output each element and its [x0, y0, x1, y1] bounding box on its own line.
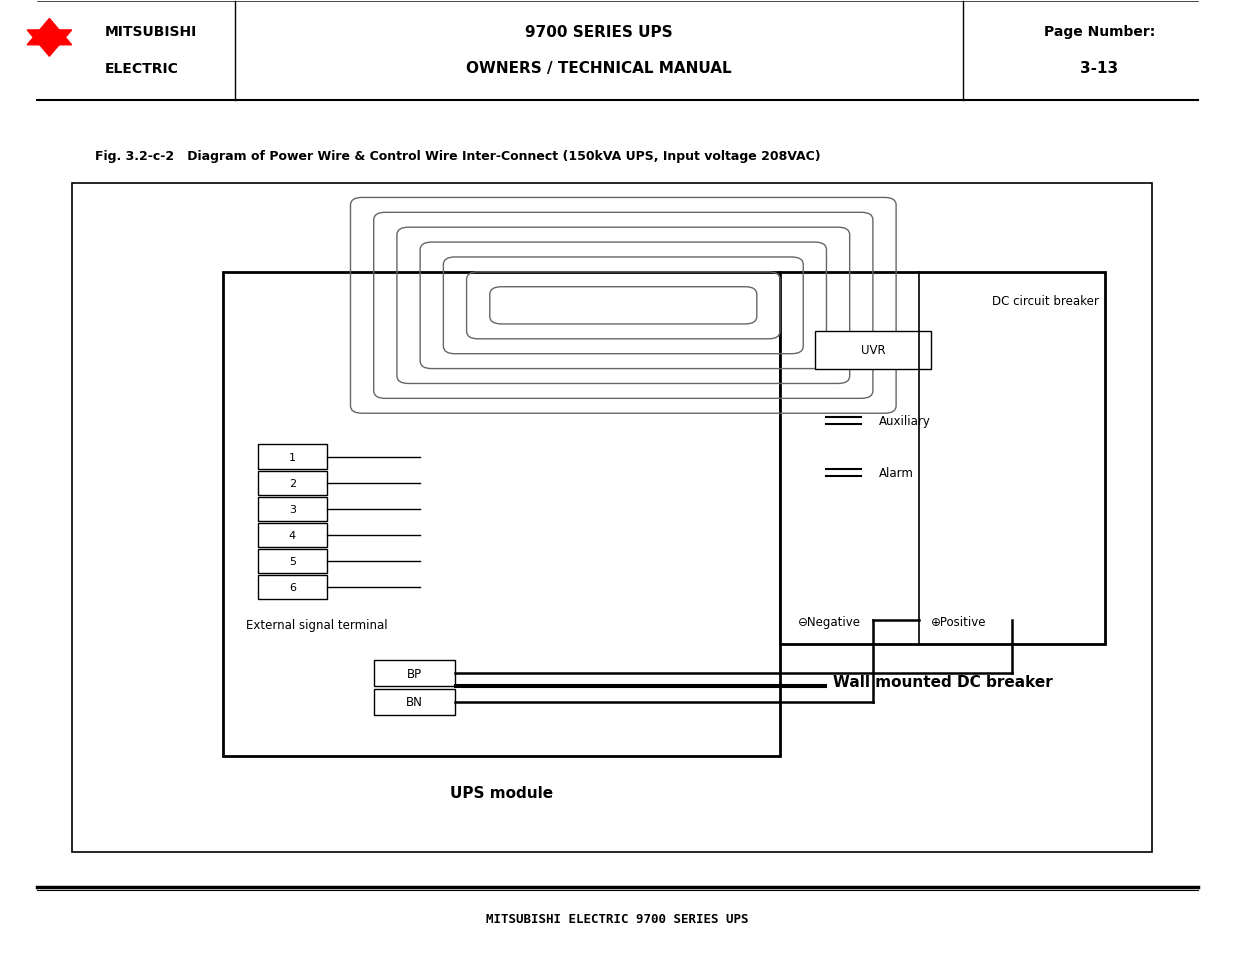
Text: Alarm: Alarm [879, 467, 914, 479]
FancyBboxPatch shape [72, 183, 1151, 852]
Text: BP: BP [406, 667, 422, 680]
Text: 3: 3 [289, 504, 296, 515]
FancyBboxPatch shape [374, 689, 454, 715]
Text: UVR: UVR [861, 344, 885, 357]
Polygon shape [27, 19, 72, 46]
FancyBboxPatch shape [258, 549, 327, 574]
Text: Fig. 3.2-c-2   Diagram of Power Wire & Control Wire Inter-Connect (150kVA UPS, I: Fig. 3.2-c-2 Diagram of Power Wire & Con… [95, 150, 821, 163]
Text: 5: 5 [289, 557, 296, 566]
FancyBboxPatch shape [258, 497, 327, 521]
FancyBboxPatch shape [222, 273, 781, 756]
Text: MITSUBISHI: MITSUBISHI [105, 25, 198, 39]
Text: BN: BN [406, 696, 422, 708]
Text: ⊕Positive: ⊕Positive [931, 616, 987, 628]
Text: ⊖Negative: ⊖Negative [798, 616, 861, 628]
FancyBboxPatch shape [374, 660, 454, 686]
FancyBboxPatch shape [258, 575, 327, 599]
Text: 1: 1 [289, 453, 296, 462]
Text: UPS module: UPS module [450, 785, 553, 801]
Polygon shape [27, 30, 72, 57]
Text: 9700 SERIES UPS: 9700 SERIES UPS [525, 25, 673, 39]
Text: ELECTRIC: ELECTRIC [105, 62, 179, 75]
Text: Page Number:: Page Number: [1044, 25, 1155, 39]
FancyBboxPatch shape [258, 523, 327, 548]
Text: MITSUBISHI ELECTRIC 9700 SERIES UPS: MITSUBISHI ELECTRIC 9700 SERIES UPS [487, 912, 748, 925]
FancyBboxPatch shape [781, 273, 1105, 644]
Text: 3-13: 3-13 [1081, 61, 1118, 76]
Text: Wall mounted DC breaker: Wall mounted DC breaker [832, 674, 1052, 689]
Text: DC circuit breaker: DC circuit breaker [993, 294, 1099, 308]
Text: 4: 4 [289, 530, 296, 540]
Text: External signal terminal: External signal terminal [246, 618, 388, 631]
Text: OWNERS / TECHNICAL MANUAL: OWNERS / TECHNICAL MANUAL [466, 61, 732, 76]
FancyBboxPatch shape [815, 332, 931, 369]
FancyBboxPatch shape [258, 471, 327, 496]
FancyBboxPatch shape [258, 445, 327, 470]
Text: Auxiliary: Auxiliary [879, 415, 931, 428]
Text: 2: 2 [289, 478, 296, 488]
Text: 6: 6 [289, 582, 296, 593]
